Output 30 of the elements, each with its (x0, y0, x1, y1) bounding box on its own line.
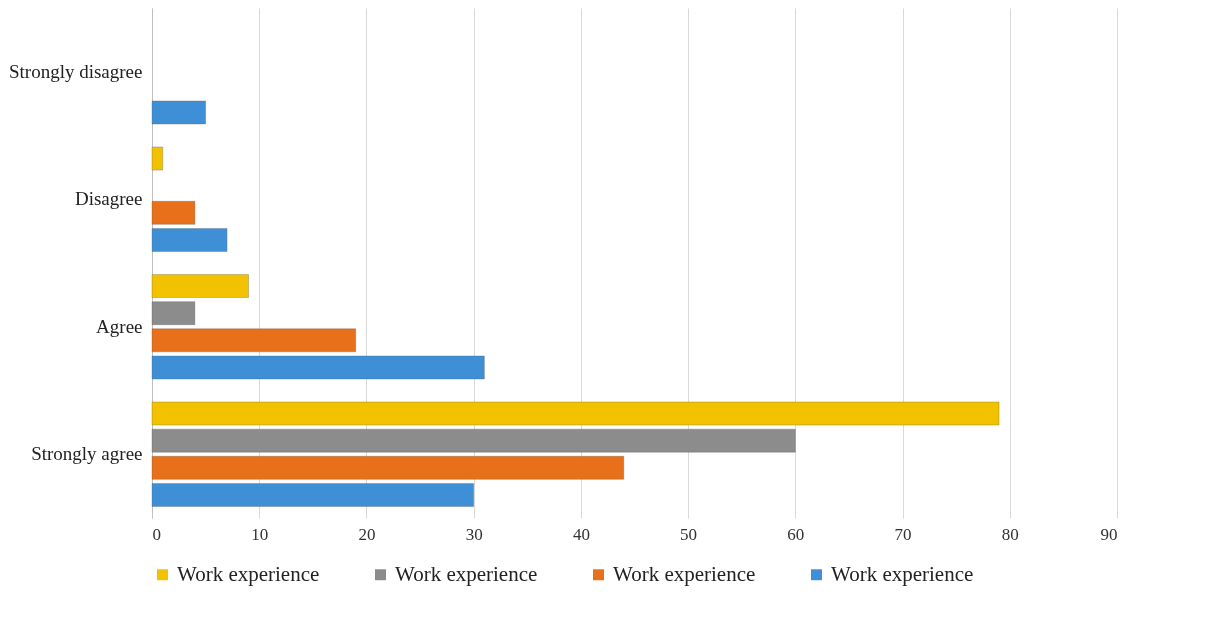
bar (151, 401, 1000, 426)
bar (151, 146, 163, 171)
y-tick-label: Agree (96, 315, 143, 337)
legend-label: Work experience (831, 561, 974, 586)
x-tick-label: 30 (465, 524, 483, 544)
x-tick-label: 80 (1001, 524, 1019, 544)
x-tick-label: 90 (1100, 524, 1118, 544)
x-tick-label: 0 (152, 524, 161, 544)
bar (151, 428, 796, 453)
x-tick-label: 40 (572, 524, 590, 544)
bar (151, 100, 206, 125)
y-tick-label: Strongly agree (31, 443, 143, 465)
bar (151, 483, 474, 507)
bar (151, 456, 625, 480)
x-tick-label: 20 (358, 524, 376, 544)
legend-label: Work experience (177, 561, 320, 586)
x-tick-label: 10 (251, 524, 269, 544)
x-tick-label: 50 (680, 524, 698, 544)
bar (151, 301, 196, 325)
bar (151, 355, 485, 380)
legend-label: Work experience (395, 561, 538, 586)
legend-label: Work experience (613, 561, 756, 586)
x-tick-label: 60 (787, 524, 805, 544)
y-tick-label: Strongly disagree (8, 60, 143, 82)
bar (151, 228, 228, 252)
bar (151, 328, 356, 353)
y-tick-label: Disagree (74, 188, 143, 210)
x-tick-label: 70 (894, 524, 912, 544)
bar (151, 274, 249, 298)
bar (151, 201, 196, 225)
